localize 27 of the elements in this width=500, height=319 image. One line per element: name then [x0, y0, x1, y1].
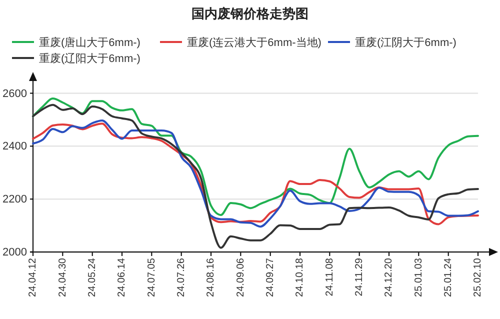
chart-title: 国内废钢价格走势图 [192, 6, 308, 21]
x-tick-label: 24.09.06 [235, 258, 246, 297]
y-tick-label: 2600 [2, 88, 27, 100]
line-series [32, 98, 479, 216]
x-tick-label: 24.04.30 [57, 258, 68, 297]
x-tick-label: 24.07.26 [176, 258, 187, 297]
y-tick-label: 2400 [2, 140, 27, 153]
legend-label: 重废(唐山大于6mm-) [39, 36, 140, 49]
x-tick-label: 24.12.20 [384, 258, 395, 297]
x-tick-label: 24.08.16 [206, 258, 217, 297]
y-tick-label: 2000 [2, 246, 27, 259]
x-tick-label: 24.04.12 [28, 258, 39, 297]
legend-label: 重废(连云港大于6mm-当地) [187, 36, 322, 49]
y-tick-label: 2200 [2, 194, 27, 206]
x-tick-label: 25.01.24 [442, 258, 454, 297]
x-tick-label: 25.02.10 [472, 258, 484, 297]
x-tick-label: 24.07.05 [146, 258, 158, 297]
legend-label: 重废(江阴大于6mm-) [355, 36, 456, 49]
x-tick-label: 24.06.14 [116, 258, 128, 297]
x-tick-label: 24.10.18 [294, 258, 306, 297]
x-tick-label: 25.01.03 [413, 258, 424, 297]
x-tick-label: 24.11.08 [324, 258, 336, 296]
x-tick-label: 24.09.27 [264, 258, 276, 297]
x-tick-label: 24.05.24 [86, 258, 98, 297]
legend-label: 重废(辽阳大于6mm-) [39, 52, 140, 65]
line-series [32, 104, 479, 249]
x-tick-label: 24.11.29 [354, 258, 365, 296]
